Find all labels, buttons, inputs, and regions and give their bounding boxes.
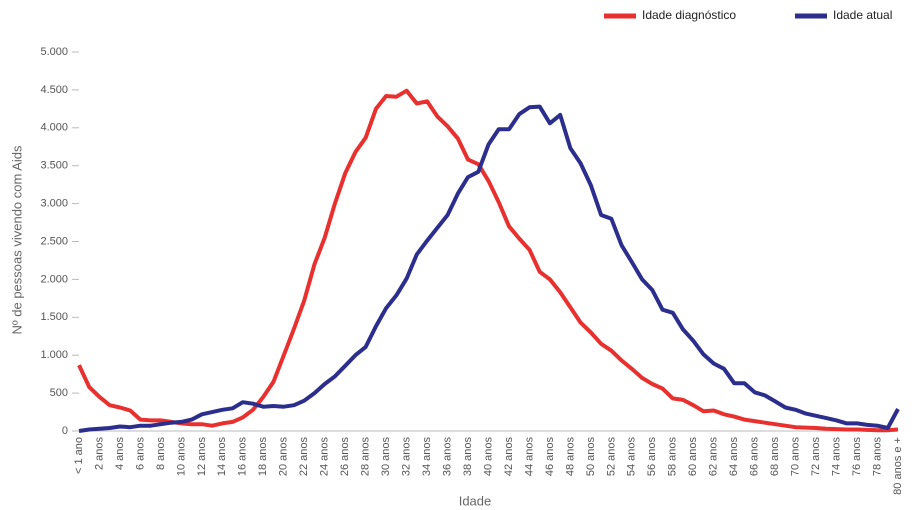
x-tick-label: 62 anos (708, 437, 720, 477)
x-tick-label: 50 anos (585, 437, 597, 477)
x-tick-label: 68 anos (769, 437, 781, 477)
x-tick-label: 10 anos (175, 437, 187, 477)
y-tick-label: 1.500 (40, 311, 68, 323)
x-tick-label: 44 anos (523, 437, 535, 477)
y-tick-label: 1.000 (40, 349, 68, 361)
x-tick-label: 78 anos (871, 437, 883, 477)
y-tick-label: 0 (62, 425, 68, 437)
x-tick-label: 2 anos (93, 437, 105, 471)
y-tick-label: 500 (50, 387, 68, 399)
x-axis-title: Idade (459, 493, 492, 508)
x-tick-label: 22 anos (298, 437, 310, 477)
x-tick-label: 28 anos (360, 437, 372, 477)
x-tick-label: 64 anos (728, 437, 740, 477)
x-tick-label: 66 anos (749, 437, 761, 477)
x-tick-label: 12 anos (196, 437, 208, 477)
series-line (78, 104, 900, 433)
legend-label: Idade diagnóstico (642, 8, 736, 22)
y-tick-label: 3.000 (40, 198, 68, 210)
x-tick-label: 34 anos (421, 437, 433, 477)
x-tick-label: 32 anos (401, 437, 413, 477)
y-tick-label: 2.000 (40, 273, 68, 285)
x-tick-label: 42 anos (503, 437, 515, 477)
y-tick-label: 5.000 (40, 46, 68, 58)
x-tick-label: 72 anos (810, 437, 822, 477)
x-tick-label: 4 anos (114, 437, 126, 471)
y-tick-label: 2.500 (40, 235, 68, 247)
x-tick-label: < 1 ano (73, 437, 85, 474)
x-tick-label: 54 anos (626, 437, 638, 477)
y-tick-label: 4.000 (40, 122, 68, 134)
x-tick-label: 14 anos (216, 437, 228, 477)
x-tick-label: 26 anos (339, 437, 351, 477)
x-tick-label: 76 anos (851, 437, 863, 477)
x-tick-label: 8 anos (155, 437, 167, 471)
x-tick-label: 36 anos (441, 437, 453, 477)
x-tick-label: 16 anos (237, 437, 249, 477)
x-tick-label: 58 anos (667, 437, 679, 477)
x-tick-label: 20 anos (278, 437, 290, 477)
x-tick-label: 30 anos (380, 437, 392, 477)
legend-label: Idade atual (833, 8, 892, 22)
x-tick-label: 70 anos (790, 437, 802, 477)
y-tick-label: 4.500 (40, 84, 68, 96)
x-tick-label: 80 anos e + (892, 437, 904, 495)
y-axis-title: Nº de pessoas vivendo com Aids (9, 145, 24, 335)
x-tick-label: 48 anos (564, 437, 576, 477)
x-tick-label: 52 anos (605, 437, 617, 477)
x-tick-label: 60 anos (687, 437, 699, 477)
x-tick-label: 6 anos (134, 437, 146, 471)
x-tick-label: 74 anos (830, 437, 842, 477)
x-tick-label: 40 anos (482, 437, 494, 477)
x-tick-label: 46 anos (544, 437, 556, 477)
x-tick-label: 24 anos (319, 437, 331, 477)
x-tick-label: 38 anos (462, 437, 474, 477)
y-tick-label: 3.500 (40, 160, 68, 172)
series-line (77, 88, 899, 433)
x-tick-label: 56 anos (646, 437, 658, 477)
x-tick-label: 18 anos (257, 437, 269, 477)
